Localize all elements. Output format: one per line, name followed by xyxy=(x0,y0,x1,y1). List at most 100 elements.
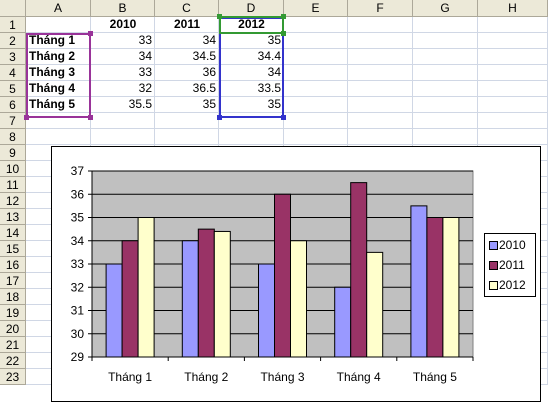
cell[interactable] xyxy=(155,33,219,49)
cell[interactable] xyxy=(348,81,413,97)
cell[interactable] xyxy=(155,17,219,33)
cell[interactable] xyxy=(478,129,548,145)
row-header[interactable]: 2 xyxy=(0,33,26,49)
row-header[interactable]: 19 xyxy=(0,305,26,321)
row-header[interactable]: 15 xyxy=(0,241,26,257)
cell[interactable] xyxy=(91,33,155,49)
cell[interactable] xyxy=(478,33,548,49)
row-header[interactable]: 4 xyxy=(0,65,26,81)
cell[interactable] xyxy=(91,129,155,145)
range-handle[interactable] xyxy=(24,115,29,120)
cell[interactable] xyxy=(284,33,348,49)
cell[interactable] xyxy=(284,81,348,97)
cell[interactable] xyxy=(348,97,413,113)
row-header[interactable]: 11 xyxy=(0,177,26,193)
cell[interactable] xyxy=(478,113,548,129)
range-handle[interactable] xyxy=(88,115,93,120)
cell[interactable] xyxy=(284,97,348,113)
cell[interactable] xyxy=(219,129,284,145)
cell[interactable] xyxy=(478,49,548,65)
column-header-g[interactable]: G xyxy=(413,0,478,17)
column-header-c[interactable]: C xyxy=(155,0,219,17)
column-header-f[interactable]: F xyxy=(348,0,413,17)
value-cell-2010[interactable]: 33 xyxy=(138,65,152,79)
value-cell-2011[interactable]: 36.5 xyxy=(192,81,216,95)
row-header[interactable]: 20 xyxy=(0,321,26,337)
range-handle[interactable] xyxy=(281,14,286,19)
cell[interactable] xyxy=(284,65,348,81)
range-handle[interactable] xyxy=(217,14,222,19)
row-header[interactable]: 10 xyxy=(0,161,26,177)
cell[interactable] xyxy=(478,17,548,33)
row-header[interactable]: 17 xyxy=(0,273,26,289)
column-header-h[interactable]: H xyxy=(478,0,548,17)
cell[interactable] xyxy=(91,97,155,113)
row-header[interactable]: 18 xyxy=(0,289,26,305)
value-cell-2010[interactable]: 33 xyxy=(138,33,152,47)
cell[interactable] xyxy=(413,17,478,33)
row-header[interactable]: 5 xyxy=(0,81,26,97)
cell[interactable] xyxy=(478,81,548,97)
cell[interactable] xyxy=(219,113,284,129)
cell[interactable] xyxy=(91,17,155,33)
row-label-cell[interactable]: Tháng 3 xyxy=(29,65,76,79)
cell[interactable] xyxy=(284,113,348,129)
cell[interactable] xyxy=(478,65,548,81)
cell[interactable] xyxy=(348,17,413,33)
cell[interactable] xyxy=(26,113,91,129)
cell[interactable] xyxy=(478,97,548,113)
row-label-cell[interactable]: Tháng 4 xyxy=(29,81,76,95)
range-handle[interactable] xyxy=(281,31,286,36)
cell[interactable] xyxy=(413,97,478,113)
cell[interactable] xyxy=(91,49,155,65)
row-header[interactable]: 3 xyxy=(0,49,26,65)
cell[interactable] xyxy=(284,17,348,33)
column-header-e[interactable]: E xyxy=(284,0,348,17)
row-header[interactable]: 1 xyxy=(0,17,26,33)
cell[interactable] xyxy=(413,113,478,129)
cell[interactable] xyxy=(155,65,219,81)
row-header[interactable]: 16 xyxy=(0,257,26,273)
cell[interactable] xyxy=(413,81,478,97)
row-header[interactable]: 14 xyxy=(0,225,26,241)
value-cell-2012[interactable]: 34.4 xyxy=(257,49,281,63)
value-cell-2012[interactable]: 33.5 xyxy=(257,81,281,95)
value-cell-2012[interactable]: 35 xyxy=(267,97,281,111)
cell[interactable] xyxy=(348,49,413,65)
value-cell-2012[interactable]: 34 xyxy=(267,65,281,79)
column-header-b[interactable]: B xyxy=(91,0,155,17)
header-cell-2010[interactable]: 2010 xyxy=(109,17,137,31)
row-header[interactable]: 21 xyxy=(0,337,26,353)
cell[interactable] xyxy=(348,33,413,49)
row-header[interactable]: 9 xyxy=(0,145,26,161)
cell[interactable] xyxy=(26,17,91,33)
row-header[interactable]: 7 xyxy=(0,113,26,129)
value-cell-2010[interactable]: 34 xyxy=(138,49,152,63)
cell[interactable] xyxy=(413,129,478,145)
cell[interactable] xyxy=(91,113,155,129)
value-cell-2010[interactable]: 35.5 xyxy=(128,97,152,111)
header-cell-2011[interactable]: 2011 xyxy=(173,17,201,31)
value-cell-2012[interactable]: 35 xyxy=(267,33,281,47)
cell[interactable] xyxy=(348,129,413,145)
range-handle[interactable] xyxy=(281,115,286,120)
cell[interactable] xyxy=(91,65,155,81)
row-label-cell[interactable]: Tháng 2 xyxy=(29,49,76,63)
value-cell-2010[interactable]: 32 xyxy=(138,81,152,95)
cell[interactable] xyxy=(348,65,413,81)
row-header[interactable]: 6 xyxy=(0,97,26,113)
cell[interactable] xyxy=(155,129,219,145)
row-label-cell[interactable]: Tháng 1 xyxy=(29,33,76,47)
cell[interactable] xyxy=(413,65,478,81)
cell[interactable] xyxy=(155,97,219,113)
row-header[interactable]: 23 xyxy=(0,369,26,385)
value-cell-2011[interactable]: 35 xyxy=(202,97,216,111)
row-label-cell[interactable]: Tháng 5 xyxy=(29,97,76,111)
chart-legend[interactable]: 2010 2011 2012 xyxy=(484,233,536,297)
cell[interactable] xyxy=(413,49,478,65)
row-header[interactable]: 8 xyxy=(0,129,26,145)
column-header-a[interactable]: A xyxy=(26,0,91,17)
row-header[interactable]: 13 xyxy=(0,209,26,225)
value-cell-2011[interactable]: 34 xyxy=(202,33,216,47)
